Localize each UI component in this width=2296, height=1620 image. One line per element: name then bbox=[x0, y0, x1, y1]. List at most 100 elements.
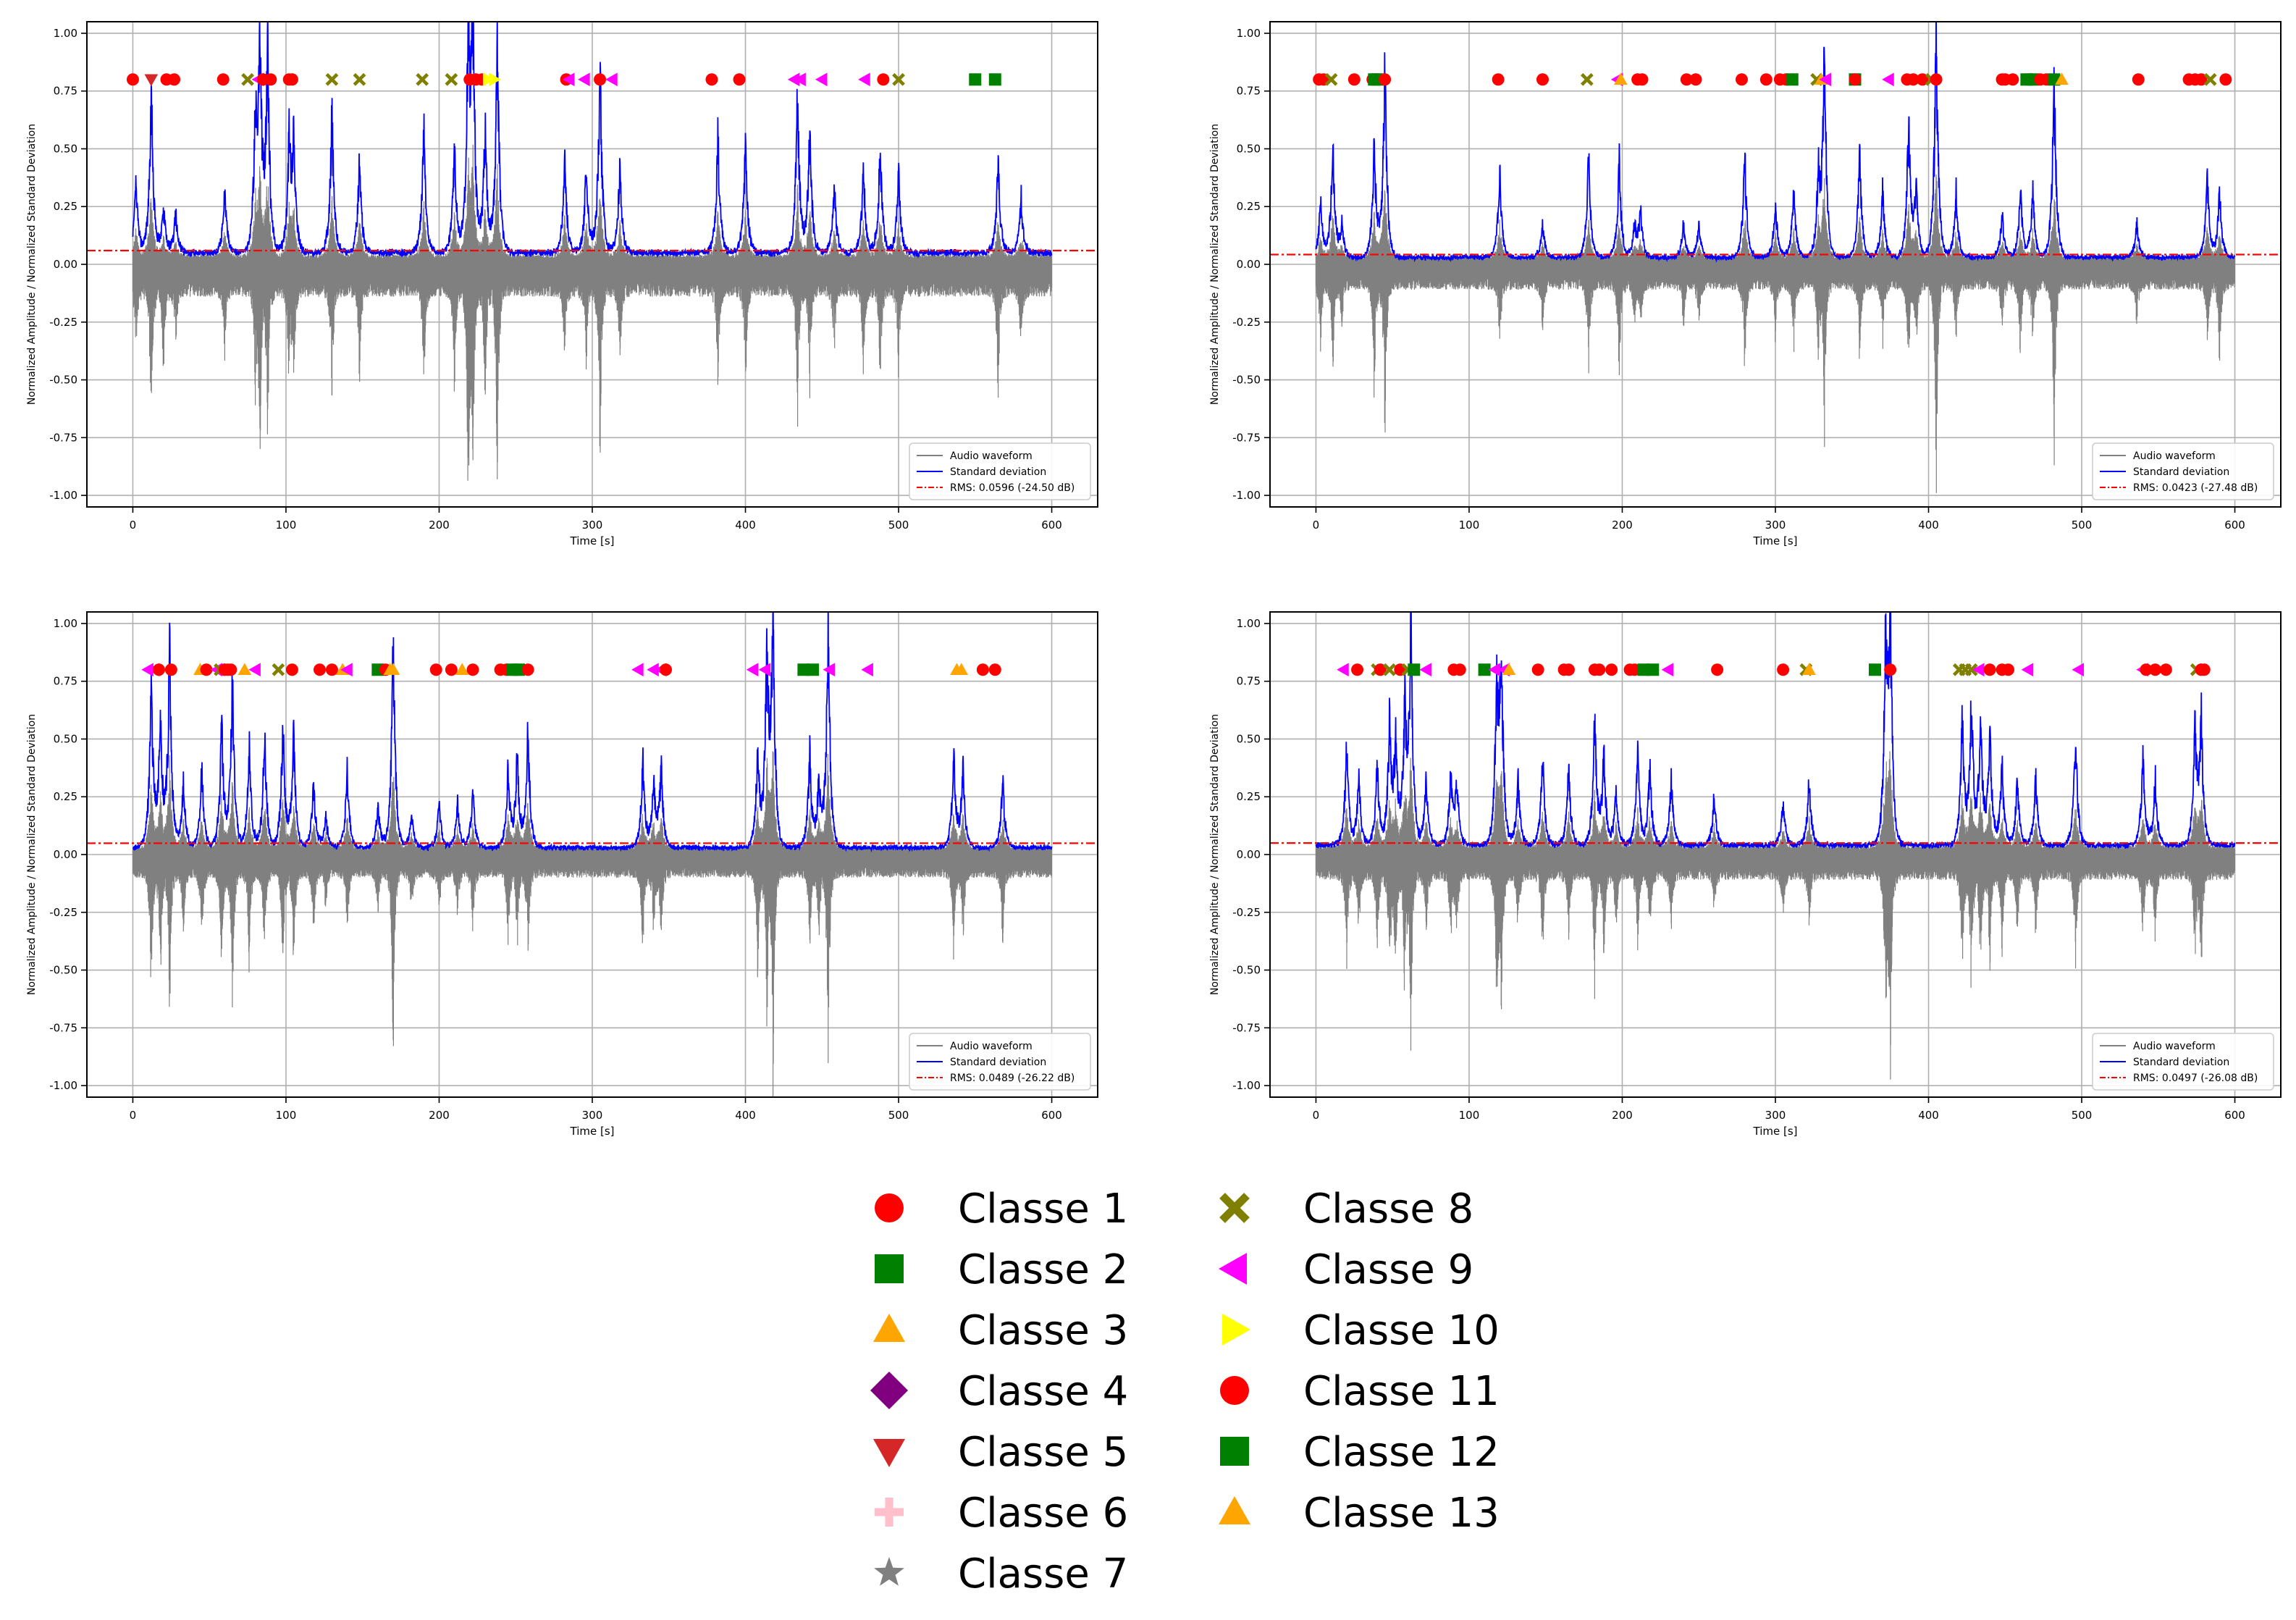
x-tick-label: 0 bbox=[130, 1109, 137, 1122]
class-marker bbox=[578, 72, 590, 87]
class-marker bbox=[1882, 72, 1894, 87]
class-marker bbox=[325, 663, 338, 676]
class-marker bbox=[285, 663, 298, 676]
class-marker bbox=[466, 663, 479, 676]
legend-item-classe-5: Classe 5 bbox=[873, 1429, 1128, 1476]
x-tick-label: 0 bbox=[130, 519, 137, 532]
y-tick-label: -0.25 bbox=[1232, 906, 1261, 919]
class-marker bbox=[605, 72, 618, 87]
class-marker bbox=[325, 72, 339, 86]
y-tick-label: 0.25 bbox=[54, 200, 77, 213]
x-tick-label: 600 bbox=[2224, 519, 2245, 532]
x-tick-label: 100 bbox=[1459, 1109, 1480, 1122]
legend-item-classe-4: Classe 4 bbox=[870, 1368, 1128, 1415]
class-marker bbox=[353, 72, 366, 86]
legend-box bbox=[2092, 442, 2274, 500]
y-tick-label: 0.00 bbox=[54, 258, 77, 271]
legend-marker-icon bbox=[1222, 1314, 1250, 1346]
class-marker bbox=[1536, 73, 1549, 86]
class-marker bbox=[264, 73, 277, 86]
y-tick-label: 0.75 bbox=[1237, 675, 1261, 688]
y-tick-label: 1.00 bbox=[1237, 617, 1261, 630]
chart-legend: Audio waveform Standard deviation RMS: 0.0… bbox=[909, 442, 1091, 500]
x-axis-label: Time [s] bbox=[570, 534, 615, 547]
y-tick-label: 0.50 bbox=[1237, 142, 1261, 155]
class-marker bbox=[200, 663, 213, 676]
legend-marker-icon bbox=[874, 1557, 904, 1586]
legend-entry: Audio waveform bbox=[2133, 1041, 2216, 1052]
chart-panel-bottom-left: 0 100 200 300 400 500 600 1.00 0.75 0.50 0.25 0.00 -… bbox=[26, 611, 1098, 1138]
class-marker bbox=[1502, 663, 1516, 675]
class-marker bbox=[969, 73, 982, 86]
legend-item-classe-9: Classe 9 bbox=[1219, 1246, 1473, 1293]
class-marker bbox=[1531, 663, 1544, 676]
x-tick-label: 500 bbox=[888, 1109, 909, 1122]
class-markers bbox=[126, 72, 1001, 87]
class-marker bbox=[1786, 73, 1799, 86]
class-marker bbox=[861, 663, 873, 677]
y-tick-label: 0.00 bbox=[1237, 848, 1261, 861]
class-marker bbox=[954, 663, 969, 675]
class-marker bbox=[241, 72, 254, 86]
legend-entry: Audio waveform bbox=[950, 1041, 1033, 1052]
y-tick-label: -0.50 bbox=[49, 374, 77, 387]
class-marker bbox=[892, 72, 905, 86]
class-marker bbox=[877, 73, 890, 86]
class-marker bbox=[2002, 663, 2015, 676]
x-tick-label: 100 bbox=[276, 1109, 297, 1122]
audio-waveform-series bbox=[132, 144, 1053, 481]
y-tick-label: 1.00 bbox=[54, 27, 77, 40]
class-marker bbox=[445, 663, 458, 676]
class-marker bbox=[746, 663, 759, 677]
legend-label: Classe 7 bbox=[958, 1550, 1128, 1598]
class-marker bbox=[1374, 663, 1387, 676]
x-tick-label: 300 bbox=[582, 1109, 603, 1122]
class-marker bbox=[1972, 663, 1985, 677]
legend-label: Classe 1 bbox=[958, 1185, 1128, 1233]
x-tick-label: 300 bbox=[1765, 519, 1786, 532]
legend-label: Classe 10 bbox=[1303, 1307, 1500, 1354]
legend-label: Classe 5 bbox=[958, 1429, 1128, 1476]
class-marker bbox=[512, 663, 525, 676]
legend-marker-icon bbox=[1220, 1376, 1249, 1405]
x-axis-label: Time [s] bbox=[1753, 1125, 1798, 1138]
y-tick-label: 0.25 bbox=[1237, 200, 1261, 213]
legend-entry: Standard deviation bbox=[950, 466, 1046, 478]
class-marker bbox=[787, 72, 800, 87]
class-marker bbox=[1868, 663, 1881, 676]
class-marker bbox=[445, 72, 458, 86]
class-marker bbox=[758, 663, 771, 677]
class-marker bbox=[976, 663, 989, 676]
chart-panel-bottom-right: 0 100 200 300 400 500 600 1.00 0.75 0.50 0.25 0.00 -… bbox=[1209, 611, 2282, 1138]
class-marker bbox=[1478, 663, 1491, 676]
class-marker bbox=[823, 663, 836, 677]
x-tick-label: 500 bbox=[2072, 1109, 2093, 1122]
y-tick-label: -0.25 bbox=[49, 316, 77, 329]
legend-entry: Standard deviation bbox=[2133, 1057, 2229, 1068]
legend-marker-icon bbox=[1219, 1496, 1250, 1524]
x-axis-label: Time [s] bbox=[570, 1125, 615, 1138]
y-tick-label: -0.75 bbox=[49, 1021, 77, 1034]
class-marker bbox=[1647, 663, 1660, 676]
legend-item-classe-1: Classe 1 bbox=[875, 1185, 1128, 1233]
class-marker bbox=[1916, 73, 1929, 86]
legend-label: Classe 13 bbox=[1303, 1490, 1500, 1537]
x-tick-label: 100 bbox=[276, 519, 297, 532]
class-marker bbox=[416, 72, 429, 86]
class-marker bbox=[386, 663, 400, 675]
class-marker bbox=[1819, 72, 1832, 87]
class-marker bbox=[815, 72, 828, 87]
legend-entry: Audio waveform bbox=[2133, 450, 2216, 462]
y-tick-label: -1.00 bbox=[1232, 1079, 1261, 1092]
legend-entry: RMS: 0.0489 (-26.22 dB) bbox=[950, 1073, 1075, 1084]
class-marker bbox=[1351, 663, 1364, 676]
class-marker bbox=[807, 663, 820, 676]
class-marker bbox=[2219, 73, 2232, 86]
y-tick-label: -0.50 bbox=[1232, 374, 1261, 387]
y-tick-label: 0.25 bbox=[1237, 790, 1261, 803]
chart-panel-top-left: 0 100 200 300 400 500 600 1.00 0.75 0.50 0.25 0.00 -… bbox=[26, 21, 1098, 547]
class-marker bbox=[1735, 73, 1748, 86]
legend-marker-icon bbox=[875, 1254, 904, 1283]
y-tick-label: -0.75 bbox=[1232, 431, 1261, 444]
class-marker bbox=[489, 72, 501, 87]
